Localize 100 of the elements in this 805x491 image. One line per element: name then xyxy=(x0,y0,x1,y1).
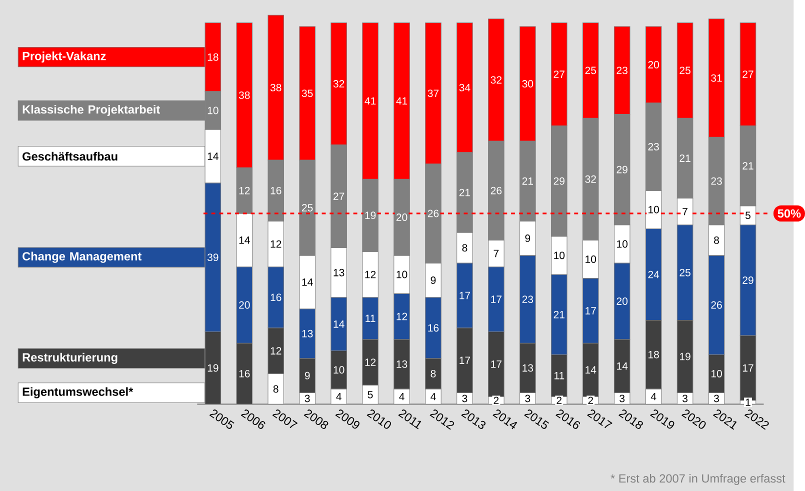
x-tick-label: 2019 xyxy=(650,410,674,429)
data-label: 14 xyxy=(617,362,628,370)
data-label: 2 xyxy=(494,396,499,404)
data-label: 18 xyxy=(648,350,659,358)
data-label: 14 xyxy=(334,320,344,328)
data-label: 8 xyxy=(273,385,278,393)
data-label: 16 xyxy=(239,370,250,378)
data-label: 37 xyxy=(428,90,439,98)
data-label: 34 xyxy=(459,84,470,92)
x-tick-label: 2013 xyxy=(461,410,486,429)
data-label: 31 xyxy=(711,74,722,82)
data-label: 4 xyxy=(399,392,404,400)
data-label: 41 xyxy=(396,97,408,105)
data-label: 20 xyxy=(616,298,628,305)
x-tick-label: 2005 xyxy=(209,410,234,429)
x-tick-label: 2022 xyxy=(744,410,769,430)
data-label: 18 xyxy=(208,53,218,61)
text: * Erst ab 2007 in Umfrage erfasst xyxy=(610,474,786,486)
data-label: 14 xyxy=(586,366,596,374)
data-label: 30 xyxy=(522,80,534,88)
data-label: 29 xyxy=(554,177,564,185)
data-label: 3 xyxy=(682,394,688,402)
data-label: 20 xyxy=(239,301,250,309)
data-label: 8 xyxy=(714,236,719,244)
data-label: 9 xyxy=(430,276,436,284)
data-label: 12 xyxy=(365,358,376,366)
data-label: 10 xyxy=(396,270,408,278)
data-label: 16 xyxy=(270,186,282,194)
x-tick-label: 2015 xyxy=(524,410,550,429)
data-label: 35 xyxy=(302,90,313,98)
data-label: 10 xyxy=(711,370,722,378)
data-label: 25 xyxy=(680,268,690,276)
data-label: 4 xyxy=(650,392,656,400)
data-label: 26 xyxy=(490,186,502,194)
x-tick-label: 2020 xyxy=(682,410,706,429)
data-label: 10 xyxy=(334,366,344,374)
data-label: 13 xyxy=(396,360,408,368)
data-label: 5 xyxy=(745,212,750,220)
data-label: 3 xyxy=(714,394,719,402)
data-label: 23 xyxy=(648,143,659,150)
data-label: 10 xyxy=(586,256,596,263)
data-label: 27 xyxy=(742,70,754,78)
data-label: 26 xyxy=(428,210,439,218)
data-label: 19 xyxy=(680,352,690,360)
data-label: 12 xyxy=(270,347,282,354)
data-label: 17 xyxy=(460,292,470,300)
text: Geschäftsaufbau xyxy=(22,152,118,161)
data-label: 21 xyxy=(680,154,690,162)
data-label: 8 xyxy=(430,370,436,378)
x-tick-label: 2011 xyxy=(398,410,422,430)
data-label: 16 xyxy=(270,294,282,302)
data-label: 9 xyxy=(525,234,530,242)
data-label: 21 xyxy=(522,177,534,185)
data-label: 8 xyxy=(462,244,468,252)
data-label: 9 xyxy=(304,372,310,380)
x-tick-label: 2021 xyxy=(712,410,737,430)
data-label: 3 xyxy=(620,394,625,402)
data-label: 2 xyxy=(588,396,594,404)
data-label: 20 xyxy=(648,60,660,68)
data-label: 26 xyxy=(711,301,722,309)
data-label: 27 xyxy=(334,192,344,200)
data-label: 21 xyxy=(459,188,470,196)
x-tick-label: 2018 xyxy=(618,410,643,429)
data-label: 7 xyxy=(682,208,688,216)
data-label: 32 xyxy=(490,76,502,84)
data-label: 41 xyxy=(364,97,376,105)
data-label: 10 xyxy=(554,252,565,260)
data-label: 10 xyxy=(648,206,660,214)
data-label: 17 xyxy=(491,360,502,368)
text: Restrukturierung xyxy=(22,352,118,364)
data-label: 3 xyxy=(304,394,310,402)
x-tick-label: 2014 xyxy=(492,410,518,430)
data-label: 25 xyxy=(302,204,313,212)
x-tick-label: 2010 xyxy=(366,410,392,429)
data-label: 3 xyxy=(462,394,468,402)
data-label: 23 xyxy=(522,296,534,304)
data-label: 3 xyxy=(525,394,530,402)
data-label: 14 xyxy=(302,278,313,286)
data-label: 24 xyxy=(648,270,660,278)
data-label: 39 xyxy=(207,254,218,262)
data-label: 17 xyxy=(491,296,502,303)
data-label: 32 xyxy=(585,175,596,183)
data-label: 14 xyxy=(208,152,218,160)
data-label: 23 xyxy=(616,66,628,74)
data-label: 10 xyxy=(617,240,628,248)
text: Klassische Projektarbeit xyxy=(22,104,160,116)
data-label: 5 xyxy=(368,391,373,398)
data-label: 11 xyxy=(554,372,564,380)
data-label: 16 xyxy=(428,324,439,332)
data-label: 21 xyxy=(742,162,754,170)
ref-line-label: 50% xyxy=(778,209,801,218)
data-label: 29 xyxy=(616,166,628,174)
data-label: 21 xyxy=(554,310,564,318)
data-label: 12 xyxy=(396,312,408,320)
data-label: 17 xyxy=(586,307,596,314)
data-label: 29 xyxy=(742,276,754,284)
data-label: 12 xyxy=(270,240,282,248)
text: Projekt-Vakanz xyxy=(22,52,106,63)
data-label: 38 xyxy=(238,92,250,99)
data-label: 2 xyxy=(556,396,562,404)
